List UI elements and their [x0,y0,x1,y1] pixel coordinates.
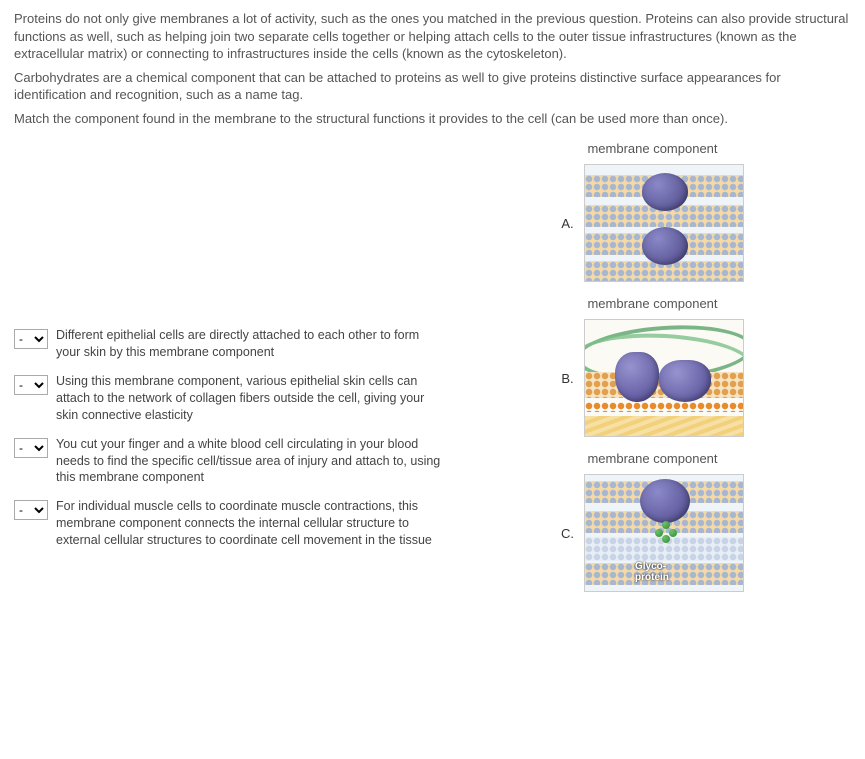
question-row: - For individual muscle cells to coordin… [14,498,444,549]
question-row: - You cut your finger and a white blood … [14,436,444,487]
intro-p2: Carbohydrates are a chemical component t… [14,69,851,104]
component-heading: membrane component [454,141,851,156]
question-text: You cut your finger and a white blood ce… [56,436,444,487]
component-block-b: B. [454,319,851,437]
glyco-icon [655,521,677,543]
question-row: - Different epithelial cells are directl… [14,327,444,361]
figure-c: Glyco-protein [584,474,744,592]
component-letter: A. [561,216,573,231]
answer-dropdown-1[interactable]: - [14,329,48,349]
component-block-c: C. Glyco-protein [454,474,851,592]
glyco-label: Glyco-protein [633,561,671,584]
intro-p1: Proteins do not only give membranes a lo… [14,10,851,63]
components-column: membrane component A. membrane component… [444,137,851,606]
component-letter: B. [561,371,573,386]
questions-column: - Different epithelial cells are directl… [14,137,444,606]
question-text: For individual muscle cells to coordinat… [56,498,444,549]
component-block-a: A. [454,164,851,282]
intro-p3: Match the component found in the membran… [14,110,851,128]
component-letter: C. [561,526,574,541]
intro-text: Proteins do not only give membranes a lo… [14,10,851,127]
component-heading: membrane component [454,296,851,311]
figure-b [584,319,744,437]
answer-dropdown-2[interactable]: - [14,375,48,395]
question-text: Different epithelial cells are directly … [56,327,444,361]
figure-a [584,164,744,282]
question-row: - Using this membrane component, various… [14,373,444,424]
answer-dropdown-4[interactable]: - [14,500,48,520]
question-text: Using this membrane component, various e… [56,373,444,424]
component-heading: membrane component [454,451,851,466]
answer-dropdown-3[interactable]: - [14,438,48,458]
